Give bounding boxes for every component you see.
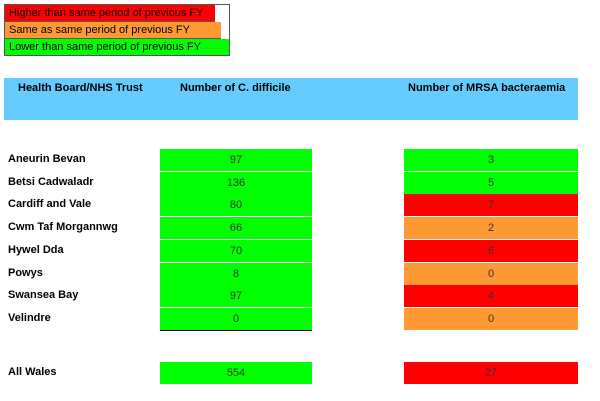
header-mrsa: Number of MRSA bacteraemia bbox=[408, 82, 566, 94]
table-row: Hywel Dda 70 6 bbox=[0, 239, 600, 262]
table-row: Velindre 0 0 bbox=[0, 307, 600, 331]
row-name: Velindre bbox=[8, 311, 51, 324]
cdiff-cell: 70 bbox=[160, 239, 312, 262]
row-name: Aneurin Bevan bbox=[8, 153, 86, 165]
cdiff-cell: 8 bbox=[160, 262, 312, 285]
legend-lower: Lower than same period of previous FY bbox=[5, 39, 229, 55]
table-row: Aneurin Bevan 97 3 bbox=[0, 149, 600, 171]
total-row: All Wales 554 27 bbox=[0, 362, 600, 384]
mrsa-cell: 4 bbox=[404, 285, 578, 308]
cdiff-cell: 97 bbox=[160, 149, 312, 171]
mrsa-cell: 2 bbox=[404, 217, 578, 240]
cdiff-cell: 136 bbox=[160, 171, 312, 194]
table-row: Cwm Taf Morgannwg 66 2 bbox=[0, 217, 600, 240]
cdiff-cell: 97 bbox=[160, 285, 312, 308]
table-row: Swansea Bay 97 4 bbox=[0, 285, 600, 308]
mrsa-cell: 5 bbox=[404, 171, 578, 194]
total-cdiff-cell: 554 bbox=[160, 362, 312, 384]
table-header: Health Board/NHS Trust Number of C. diff… bbox=[4, 78, 578, 120]
header-health-board: Health Board/NHS Trust bbox=[18, 82, 143, 94]
row-name: Cwm Taf Morgannwg bbox=[8, 221, 118, 234]
total-name: All Wales bbox=[8, 366, 57, 378]
table-row: Powys 8 0 bbox=[0, 262, 600, 285]
legend-same: Same as same period of previous FY bbox=[5, 22, 221, 39]
mrsa-cell: 0 bbox=[404, 307, 578, 330]
table-row: Betsi Cadwaladr 136 5 bbox=[0, 171, 600, 194]
color-legend: Higher than same period of previous FY S… bbox=[4, 4, 230, 56]
mrsa-cell: 3 bbox=[404, 149, 578, 171]
table-row: Cardiff and Vale 80 7 bbox=[0, 194, 600, 217]
header-c-difficile: Number of C. difficile bbox=[180, 82, 291, 94]
row-name: Cardiff and Vale bbox=[8, 198, 92, 211]
mrsa-cell: 0 bbox=[404, 262, 578, 285]
mrsa-cell: 7 bbox=[404, 194, 578, 217]
row-name: Hywel Dda bbox=[8, 243, 64, 256]
row-name: Powys bbox=[8, 266, 43, 279]
cdiff-cell: 80 bbox=[160, 194, 312, 217]
total-mrsa-cell: 27 bbox=[404, 362, 578, 384]
cdiff-cell: 0 bbox=[160, 307, 312, 331]
legend-higher: Higher than same period of previous FY bbox=[5, 5, 215, 22]
cdiff-cell: 66 bbox=[160, 217, 312, 240]
row-name: Swansea Bay bbox=[8, 289, 79, 302]
row-name: Betsi Cadwaladr bbox=[8, 175, 94, 188]
mrsa-cell: 6 bbox=[404, 239, 578, 262]
